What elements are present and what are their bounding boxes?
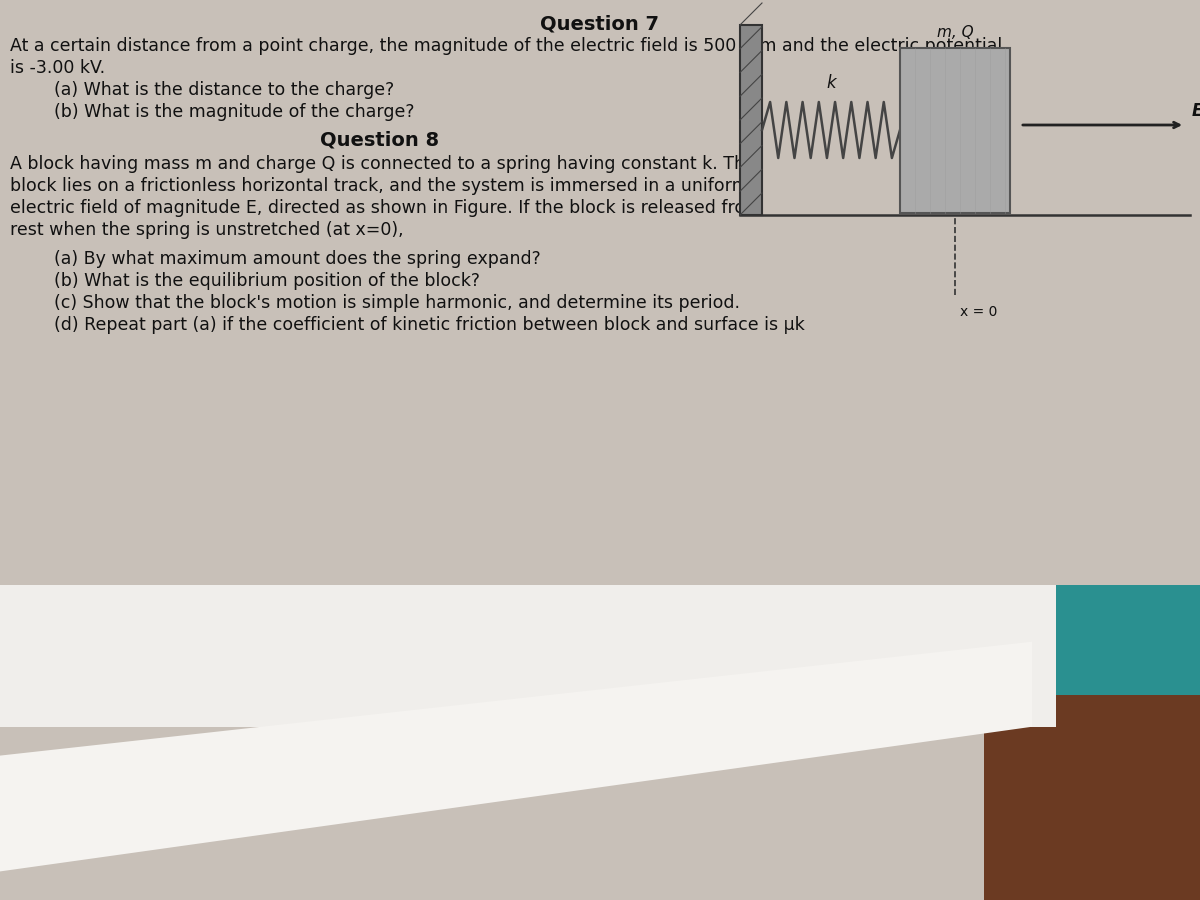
Text: Question 7: Question 7	[540, 15, 660, 34]
Bar	[900, 48, 1010, 213]
Text: is -3.00 kV.: is -3.00 kV.	[10, 59, 106, 77]
Text: (a) By what maximum amount does the spring expand?: (a) By what maximum amount does the spri…	[10, 250, 541, 268]
Text: k: k	[826, 74, 836, 92]
Text: (d) Repeat part (a) if the coefficient of kinetic friction between block and sur: (d) Repeat part (a) if the coefficient o…	[10, 316, 805, 334]
Polygon shape	[0, 642, 1032, 875]
Text: x = 0: x = 0	[960, 305, 997, 319]
Text: (b) What is the magnitude of the charge?: (b) What is the magnitude of the charge?	[10, 103, 414, 121]
Text: Question 8: Question 8	[320, 130, 439, 149]
Text: At a certain distance from a point charge, the magnitude of the electric field i: At a certain distance from a point charg…	[10, 37, 1002, 55]
Text: block lies on a frictionless horizontal track, and the system is immersed in a u: block lies on a frictionless horizontal …	[10, 177, 749, 195]
Text: (c) Show that the block's motion is simple harmonic, and determine its period.: (c) Show that the block's motion is simp…	[10, 294, 740, 312]
Text: A block having mass m and charge Q is connected to a spring having constant k. T: A block having mass m and charge Q is co…	[10, 155, 756, 173]
Bar	[740, 25, 762, 215]
Text: (b) What is the equilibrium position of the block?: (b) What is the equilibrium position of …	[10, 272, 480, 290]
Text: electric field of magnitude E, directed as shown in Figure. If the block is rele: electric field of magnitude E, directed …	[10, 199, 762, 217]
Bar	[1008, 585, 1200, 727]
Text: m, Q: m, Q	[937, 25, 973, 40]
Bar	[984, 695, 1200, 900]
Text: E: E	[1192, 102, 1200, 120]
Text: rest when the spring is unstretched (at x=0),: rest when the spring is unstretched (at …	[10, 221, 403, 239]
Polygon shape	[0, 579, 1056, 727]
Text: (a) What is the distance to the charge?: (a) What is the distance to the charge?	[10, 81, 395, 99]
